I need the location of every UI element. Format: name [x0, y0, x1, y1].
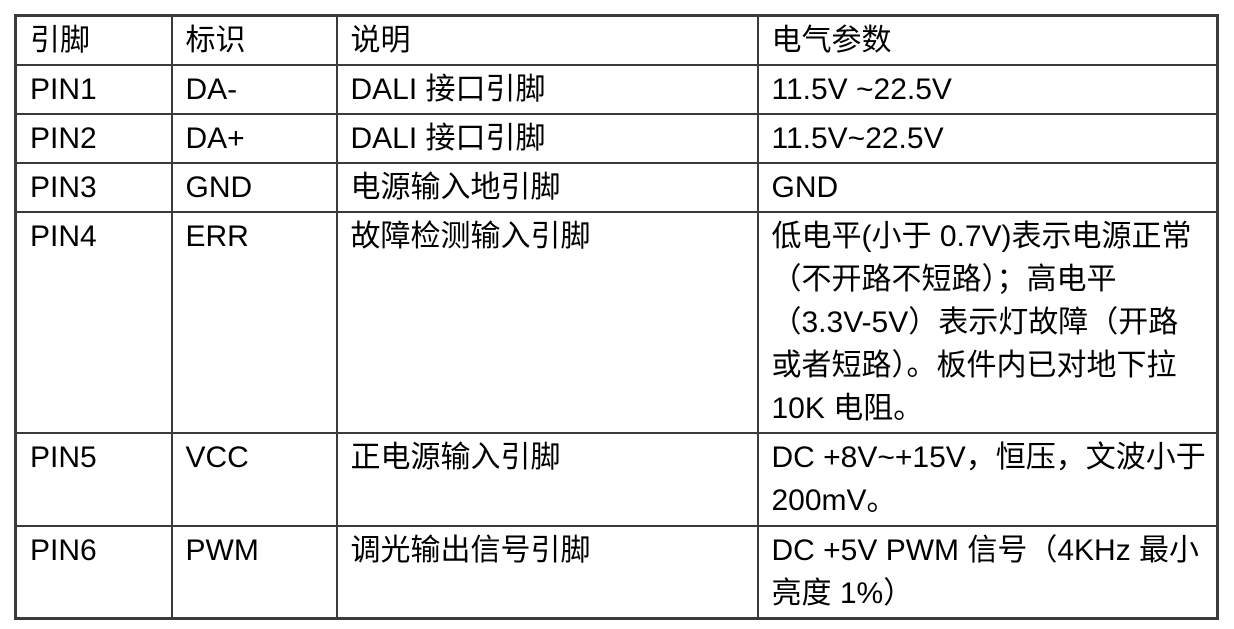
cell-params: DC +8V~+15V，恒压，文波小于 200mV。 — [756, 432, 1219, 527]
cell-pin: PIN2 — [14, 113, 173, 164]
cell-label: ERR — [170, 211, 338, 434]
cell-pin: PIN4 — [14, 211, 173, 434]
table-row-pin3: PIN3 GND 电源输入地引脚 GND — [14, 162, 1219, 213]
table-row-pin2: PIN2 DA+ DALI 接口引脚 11.5V~22.5V — [14, 113, 1219, 164]
cell-desc: DALI 接口引脚 — [335, 64, 759, 115]
cell-pin: PIN3 — [14, 162, 173, 213]
cell-desc: 电源输入地引脚 — [335, 162, 759, 213]
table-row-pin5: PIN5 VCC 正电源输入引脚 DC +8V~+15V，恒压，文波小于 200… — [14, 432, 1219, 527]
cell-params: 11.5V~22.5V — [756, 113, 1219, 164]
cell-label: DA- — [170, 64, 338, 115]
cell-desc: DALI 接口引脚 — [335, 113, 759, 164]
table-row-pin4: PIN4 ERR 故障检测输入引脚 低电平(小于 0.7V)表示电源正常（不开路… — [14, 211, 1219, 434]
cell-label: VCC — [170, 432, 338, 527]
cell-pin: PIN1 — [14, 64, 173, 115]
cell-desc: 调光输出信号引脚 — [335, 525, 759, 620]
cell-label: GND — [170, 162, 338, 213]
header-cell-params: 电气参数 — [756, 14, 1219, 66]
table-row-pin6: PIN6 PWM 调光输出信号引脚 DC +5V PWM 信号（4KHz 最小亮… — [14, 525, 1219, 620]
header-cell-label: 标识 — [170, 14, 338, 66]
cell-label: DA+ — [170, 113, 338, 164]
cell-pin: PIN5 — [14, 432, 173, 527]
cell-label: PWM — [170, 525, 338, 620]
cell-params: DC +5V PWM 信号（4KHz 最小亮度 1%） — [756, 525, 1219, 620]
header-cell-desc: 说明 — [335, 14, 759, 66]
cell-pin: PIN6 — [14, 525, 173, 620]
header-cell-pin: 引脚 — [14, 14, 173, 66]
cell-params: 11.5V ~22.5V — [756, 64, 1219, 115]
cell-desc: 正电源输入引脚 — [335, 432, 759, 527]
cell-params: GND — [756, 162, 1219, 213]
header-row: 引脚 标识 说明 电气参数 — [14, 14, 1219, 66]
pin-definition-table: 引脚 标识 说明 电气参数 PIN1 DA- DALI 接口引脚 11.5V ~… — [14, 14, 1219, 620]
cell-params: 低电平(小于 0.7V)表示电源正常（不开路不短路）；高电平（3.3V-5V）表… — [756, 211, 1219, 434]
document-page: 引脚 标识 说明 电气参数 PIN1 DA- DALI 接口引脚 11.5V ~… — [0, 14, 1234, 629]
cell-desc: 故障检测输入引脚 — [335, 211, 759, 434]
table-row-pin1: PIN1 DA- DALI 接口引脚 11.5V ~22.5V — [14, 64, 1219, 115]
